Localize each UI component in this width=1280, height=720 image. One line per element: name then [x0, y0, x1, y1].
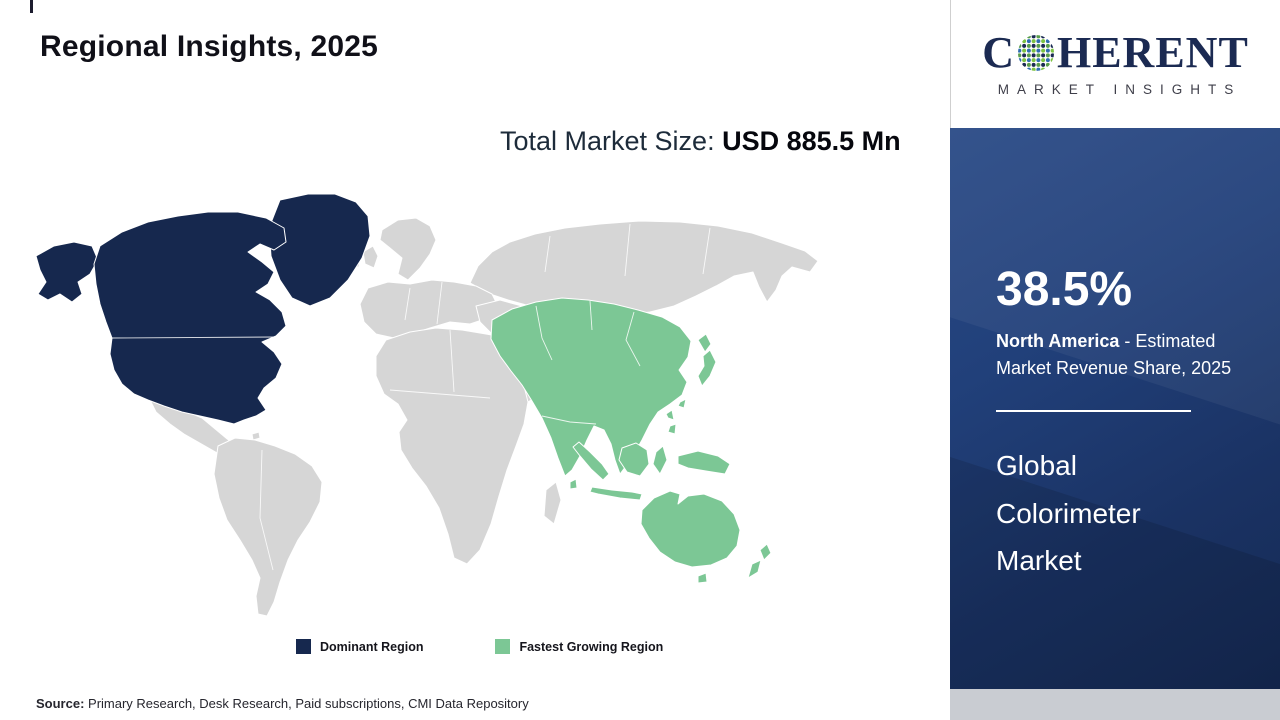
logo-subtitle: MARKET INSIGHTS [997, 82, 1242, 97]
top-accent-mark [30, 0, 33, 13]
madagascar-region [543, 481, 562, 525]
market-share-region: North America [996, 331, 1120, 351]
coherent-market-insights-logo: C HERENT MARKET INSIGHTS [950, 0, 1280, 128]
south-america-region [213, 437, 323, 617]
japan-island-south [697, 349, 717, 387]
page-title: Regional Insights, 2025 [40, 30, 379, 63]
market-share-description: North America - Estimated Market Revenue… [996, 328, 1242, 382]
borneo-island [618, 442, 650, 477]
fastest-growing-region-label: Fastest Growing Region [519, 639, 664, 654]
sulawesi-island [652, 445, 668, 475]
taiwan-island [677, 398, 687, 409]
total-market-size-label: Total Market Size: [500, 126, 723, 156]
market-share-rest: - Estimated Market Revenue Share, 2025 [996, 331, 1232, 378]
russia-region [469, 220, 819, 318]
philippines-island-north [665, 409, 675, 421]
alaska-region [35, 241, 99, 303]
europe-region [359, 279, 499, 339]
fastest-growing-region-swatch [495, 639, 511, 654]
logo-prefix: C [982, 28, 1015, 77]
caribbean-island [251, 431, 261, 441]
java-island [589, 486, 643, 501]
market-title: Global Colorimeter Market [996, 450, 1141, 577]
highlight-panel: 38.5% North America - Estimated Market R… [950, 128, 1280, 689]
panel-content: 38.5% North America - Estimated Market R… [950, 128, 1280, 585]
new-guinea-island [677, 450, 731, 475]
total-market-size-value: USD 885.5 Mn [722, 126, 901, 156]
new-zealand-north-island [759, 543, 772, 561]
uk-region [362, 245, 379, 269]
fastest-growing-region-asia-pacific [490, 297, 772, 584]
logo-wordmark: C HERENT [982, 31, 1249, 75]
tasmania-island [697, 572, 708, 584]
source-text: Primary Research, Desk Research, Paid su… [84, 696, 529, 711]
dominant-region-label: Dominant Region [320, 639, 424, 654]
dominant-region-swatch [296, 639, 311, 654]
divider-line [996, 410, 1191, 412]
world-map [35, 193, 819, 617]
new-zealand-south-island [747, 559, 762, 579]
canada-usa-region [93, 211, 287, 425]
australia-region [640, 490, 741, 568]
total-market-size: Total Market Size: USD 885.5 Mn [500, 122, 920, 161]
legend-item-dominant: Dominant Region [296, 639, 423, 654]
usa-canada-border-line [111, 336, 277, 339]
sidebar-bottom-strip [950, 689, 1280, 720]
market-share-value: 38.5% [996, 263, 1133, 316]
greenland-region [268, 193, 371, 307]
source-note: Source: Primary Research, Desk Research,… [36, 696, 529, 711]
sumatra-island [572, 441, 610, 481]
logo-suffix: HERENT [1056, 28, 1249, 77]
scandinavia-region [379, 217, 437, 281]
philippines-island-south [667, 423, 677, 435]
sidebar: C HERENT MARKET INSIGHTS [950, 0, 1280, 720]
country-border-lines [259, 223, 711, 571]
dotted-globe-o-icon [1017, 34, 1055, 72]
map-legend: Dominant Region Fastest Growing Region [296, 639, 663, 654]
sri-lanka-island [569, 478, 578, 490]
source-label: Source: [36, 696, 85, 711]
japan-island-north [697, 333, 712, 353]
legend-item-fastest-growing: Fastest Growing Region [495, 639, 663, 654]
asia-border-lines [535, 300, 641, 425]
dominant-region-north-america [35, 193, 371, 425]
